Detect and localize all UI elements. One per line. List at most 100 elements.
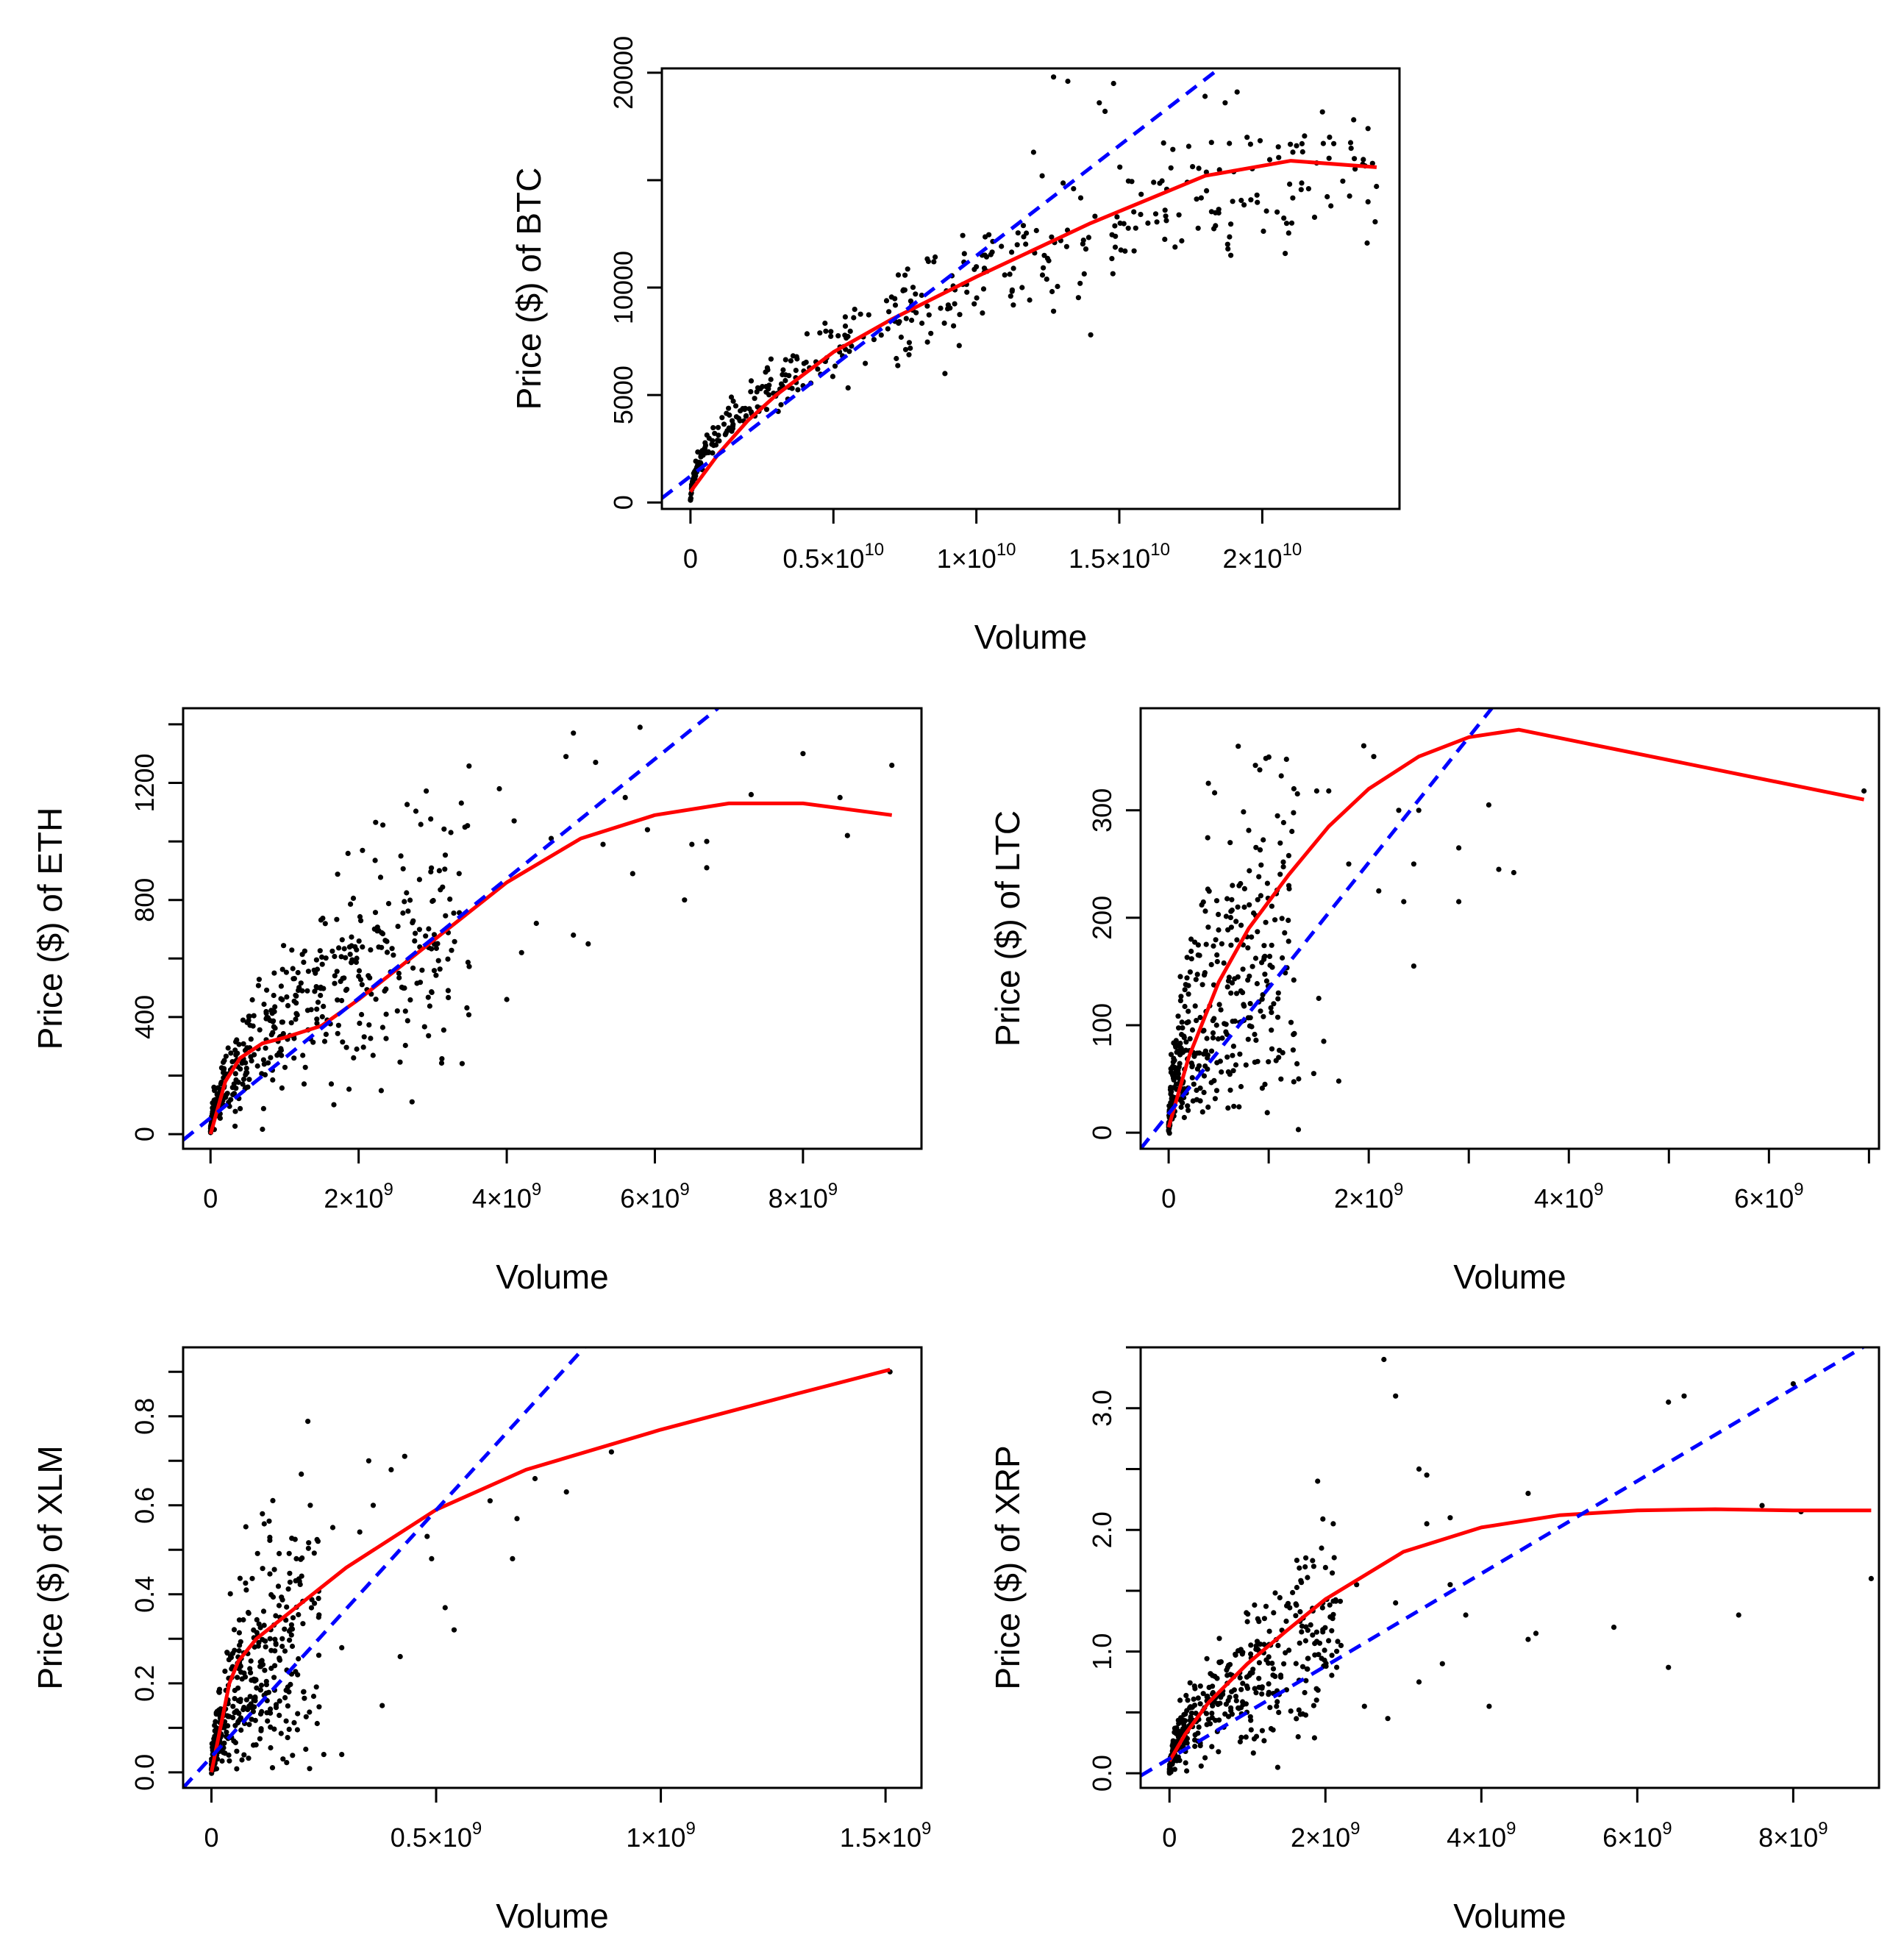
data-point <box>343 955 349 960</box>
data-point <box>1181 1114 1187 1121</box>
data-point <box>298 980 304 986</box>
data-point <box>255 1643 261 1649</box>
data-point <box>1208 1048 1215 1054</box>
data-point <box>1275 990 1281 996</box>
data-point <box>956 343 962 349</box>
data-point <box>1229 897 1235 902</box>
data-point <box>1217 1058 1223 1064</box>
data-point <box>1319 1605 1325 1611</box>
data-point <box>263 1011 269 1016</box>
data-point <box>974 295 980 301</box>
data-point <box>511 818 517 824</box>
data-point <box>1191 1683 1197 1689</box>
data-point <box>290 1753 296 1758</box>
data-point <box>1225 1697 1231 1703</box>
data-point <box>852 307 857 313</box>
data-point <box>1361 157 1366 163</box>
data-point <box>254 1617 260 1622</box>
data-point <box>319 954 325 960</box>
data-point <box>335 997 340 1003</box>
data-point <box>1861 788 1867 794</box>
data-point <box>782 372 788 378</box>
data-point <box>1219 1069 1224 1075</box>
data-point <box>1243 1734 1249 1740</box>
data-point <box>243 1580 249 1586</box>
data-point <box>1293 1613 1299 1619</box>
data-point <box>425 994 431 1000</box>
data-point <box>1177 1697 1183 1703</box>
data-point <box>1205 835 1210 841</box>
data-point <box>1010 265 1016 271</box>
plot-area-eth <box>183 708 895 1142</box>
data-point <box>1287 1605 1293 1611</box>
data-point <box>314 1536 320 1542</box>
data-point <box>260 1511 265 1516</box>
data-point <box>321 1003 327 1009</box>
data-point <box>1247 868 1252 874</box>
data-point <box>252 1678 257 1684</box>
data-point <box>1511 869 1516 876</box>
data-point <box>402 899 407 905</box>
data-point <box>1256 1660 1262 1666</box>
data-point <box>1299 1629 1305 1635</box>
data-point <box>1305 1666 1311 1672</box>
data-point <box>223 1053 229 1059</box>
data-point <box>1195 1695 1201 1701</box>
data-point <box>276 1603 282 1608</box>
y-tick-label: 400 <box>129 995 160 1039</box>
data-point <box>1456 845 1462 851</box>
data-point <box>1274 1764 1280 1770</box>
data-point <box>1214 952 1220 958</box>
data-point <box>1205 1055 1210 1061</box>
y-axis-title: Price ($) of BTC <box>510 168 548 410</box>
y-tick-label: 3.0 <box>1087 1390 1117 1427</box>
data-point <box>1236 744 1241 749</box>
data-point <box>845 333 851 340</box>
data-point <box>1195 942 1201 948</box>
data-point <box>1216 911 1222 917</box>
data-point <box>228 1097 234 1102</box>
data-point <box>318 992 324 999</box>
data-point <box>318 917 324 923</box>
data-point <box>354 947 360 953</box>
data-point <box>1197 1683 1203 1689</box>
plot-frame-xlm <box>182 1346 923 1789</box>
data-point <box>361 1034 367 1040</box>
data-point <box>710 450 716 456</box>
data-point <box>246 1722 252 1728</box>
data-point <box>1269 1661 1275 1667</box>
y-axis-title: Price ($) of XRP <box>988 1445 1027 1689</box>
data-point <box>293 1669 299 1675</box>
data-point <box>892 302 899 308</box>
data-point <box>1233 1652 1238 1658</box>
data-point <box>823 328 829 334</box>
data-point <box>349 957 355 963</box>
data-point <box>275 1583 282 1589</box>
x-tick-label: 6×109 <box>620 1180 689 1213</box>
data-point <box>308 1605 315 1611</box>
data-point <box>300 1621 306 1627</box>
data-point <box>1197 1014 1203 1021</box>
data-point <box>1463 1612 1469 1618</box>
data-point <box>1224 1667 1230 1673</box>
data-point <box>238 1664 243 1669</box>
data-point <box>715 424 721 430</box>
data-point <box>232 1108 238 1114</box>
data-point <box>690 478 696 484</box>
data-point <box>1187 1036 1193 1041</box>
data-point <box>902 346 909 352</box>
data-point <box>980 310 985 316</box>
data-point <box>1247 1001 1253 1007</box>
data-point <box>1175 1075 1181 1081</box>
data-point <box>240 1017 246 1023</box>
data-point <box>1283 221 1290 227</box>
data-point <box>964 289 970 295</box>
data-point <box>368 947 374 953</box>
data-point <box>563 754 569 760</box>
data-point <box>1385 1716 1391 1722</box>
data-point <box>695 449 701 455</box>
data-point <box>1019 285 1025 291</box>
data-point <box>312 988 318 994</box>
data-point <box>763 389 769 395</box>
data-point <box>1316 1652 1322 1658</box>
